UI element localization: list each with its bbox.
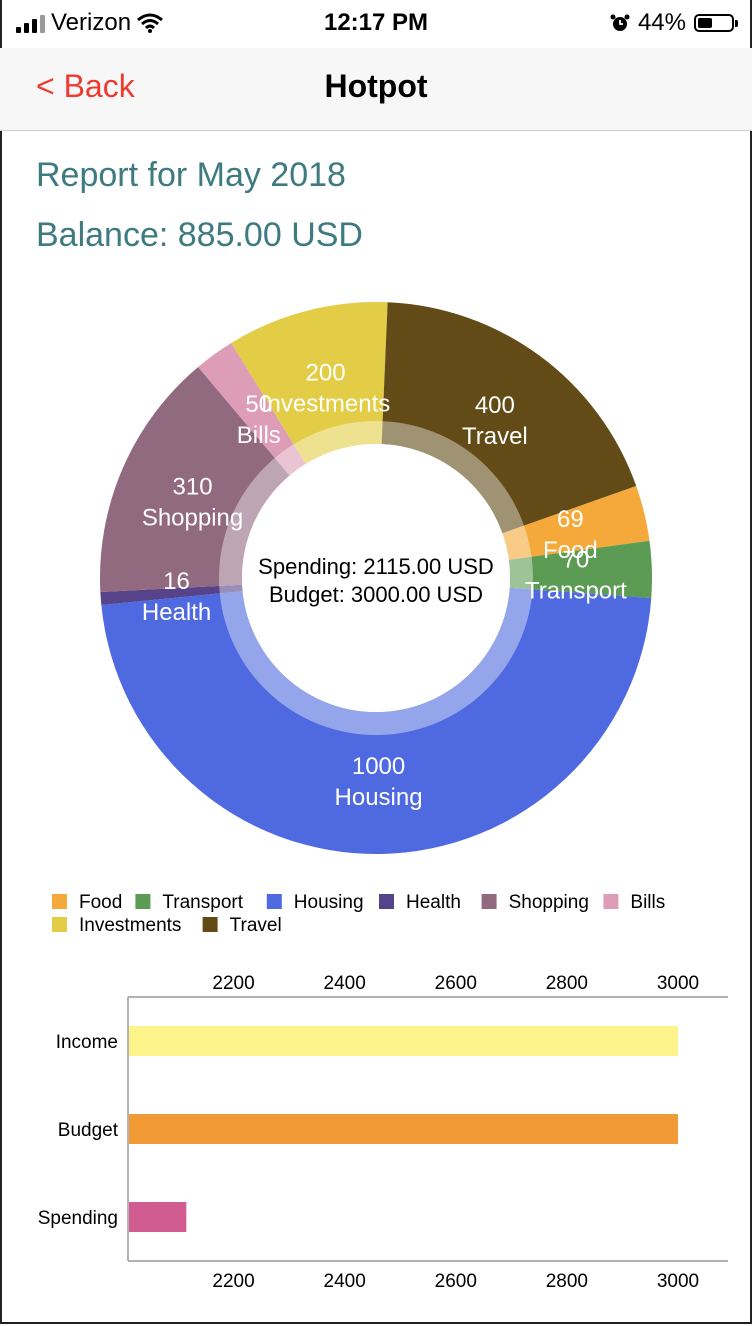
donut-value-label-housing: 1000 bbox=[352, 753, 405, 780]
carrier-label: Verizon bbox=[51, 9, 132, 36]
donut-value-label-transport: 70 bbox=[563, 547, 590, 574]
donut-value-label-health: 16 bbox=[163, 568, 190, 595]
donut-slice-investments bbox=[231, 302, 388, 464]
donut-slice-transport bbox=[508, 540, 653, 599]
spending-donut-chart: 69Food70Transport1000Housing16Health310S… bbox=[52, 302, 665, 936]
donut-slice-travel bbox=[381, 302, 637, 534]
balance-label: Balance: 885.00 USD bbox=[36, 216, 363, 254]
donut-inner-ring bbox=[219, 421, 533, 735]
bar-category-label-spending: Spending bbox=[38, 1208, 118, 1229]
donut-value-label-investments: 200 bbox=[306, 359, 346, 386]
legend-swatch-shopping bbox=[481, 894, 497, 909]
donut-category-label-bills: Bills bbox=[237, 422, 281, 449]
status-right: 44% bbox=[610, 9, 738, 37]
donut-category-label-food: Food bbox=[543, 537, 598, 564]
legend-label-food: Food bbox=[79, 892, 122, 913]
legend-label-health: Health bbox=[406, 892, 461, 913]
donut-hole bbox=[242, 444, 510, 712]
legend-swatch-investments bbox=[52, 917, 67, 932]
donut-category-label-investments: Investments bbox=[261, 390, 390, 417]
donut-category-label-health: Health bbox=[142, 599, 211, 626]
battery-percent: 44% bbox=[637, 9, 686, 36]
status-bar: Verizon 12:17 PM 44% bbox=[0, 0, 752, 48]
x-tick-top-2400: 2400 bbox=[324, 973, 366, 994]
legend-label-investments: Investments bbox=[79, 915, 181, 936]
report-title: Report for May 2018 bbox=[36, 156, 346, 194]
wifi-icon bbox=[137, 13, 164, 33]
donut-category-label-housing: Housing bbox=[335, 784, 423, 811]
x-tick-top-2600: 2600 bbox=[435, 973, 477, 994]
legend-swatch-housing bbox=[266, 894, 282, 909]
battery-icon bbox=[694, 14, 738, 32]
legend-swatch-travel bbox=[202, 917, 218, 932]
donut-slice-health bbox=[100, 584, 243, 606]
donut-value-label-shopping: 310 bbox=[173, 473, 213, 500]
legend-swatch-bills bbox=[603, 894, 619, 909]
status-time: 12:17 PM bbox=[323, 9, 429, 36]
bar-category-label-budget: Budget bbox=[58, 1120, 119, 1141]
alarm-icon bbox=[610, 14, 630, 31]
donut-center-budget: Budget: 3000.00 USD bbox=[269, 582, 483, 607]
legend-label-bills: Bills bbox=[630, 892, 665, 913]
donut-slice-shopping bbox=[100, 366, 290, 592]
signal-icon bbox=[16, 13, 45, 33]
donut-center-spending: Spending: 2115.00 USD bbox=[258, 554, 494, 579]
donut-category-label-shopping: Shopping bbox=[142, 504, 243, 531]
legend-label-housing: Housing bbox=[294, 892, 364, 913]
legend-label-transport: Transport bbox=[162, 892, 243, 913]
x-tick-bottom-2800: 2800 bbox=[546, 1271, 588, 1292]
back-button[interactable]: < Back bbox=[36, 68, 135, 104]
donut-value-label-bills: 50 bbox=[245, 391, 272, 418]
x-tick-bottom-2200: 2200 bbox=[212, 1271, 254, 1292]
donut-slice-food bbox=[502, 485, 650, 560]
status-left: Verizon bbox=[16, 9, 164, 37]
x-tick-bottom-2400: 2400 bbox=[324, 1271, 366, 1292]
legend-swatch-transport bbox=[135, 894, 151, 909]
donut-category-label-transport: Transport bbox=[525, 578, 627, 605]
x-tick-bottom-3000: 3000 bbox=[657, 1271, 699, 1292]
navigation-bar: < Back Hotpot bbox=[0, 48, 752, 131]
budget-bar-chart: 2200 2200 2400 2400 2600 2600 2800 2800 3000 3000… bbox=[38, 973, 728, 1292]
legend-swatch-health bbox=[379, 894, 394, 909]
bar-spending bbox=[129, 1202, 187, 1232]
donut-slice-bills bbox=[198, 342, 306, 476]
bar-category-label-income: Income bbox=[56, 1032, 118, 1053]
legend-label-shopping: Shopping bbox=[509, 892, 589, 913]
donut-value-label-food: 69 bbox=[557, 506, 584, 533]
x-tick-top-2200: 2200 bbox=[212, 973, 254, 994]
donut-category-label-travel: Travel bbox=[462, 423, 528, 450]
bar-budget bbox=[129, 1114, 678, 1144]
x-tick-top-2800: 2800 bbox=[546, 973, 588, 994]
page-title: Hotpot bbox=[324, 68, 428, 104]
x-tick-top-3000: 3000 bbox=[657, 973, 699, 994]
x-tick-bottom-2600: 2600 bbox=[435, 1271, 477, 1292]
legend-swatch-food bbox=[52, 894, 67, 909]
legend-label-travel: Travel bbox=[230, 915, 282, 936]
donut-value-label-travel: 400 bbox=[475, 392, 515, 419]
donut-slice-housing bbox=[101, 587, 652, 855]
bar-income bbox=[129, 1026, 678, 1056]
